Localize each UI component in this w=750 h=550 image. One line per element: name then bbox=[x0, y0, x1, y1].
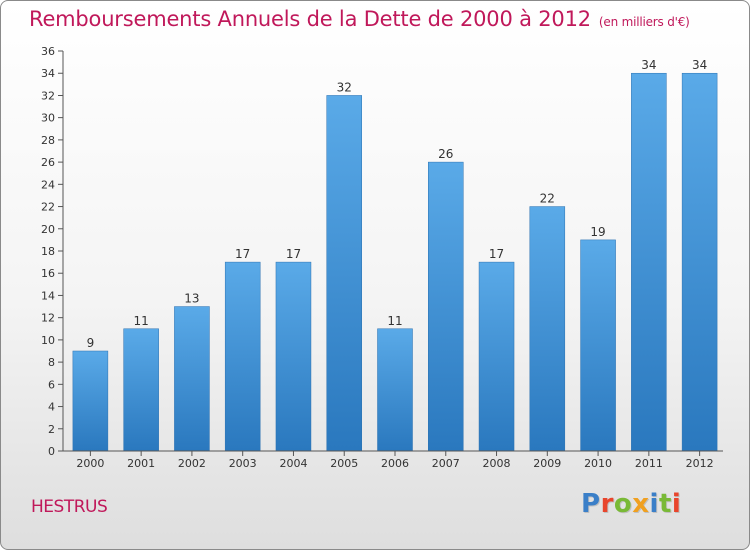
value-label-2012: 34 bbox=[692, 58, 707, 72]
value-label-2005: 32 bbox=[337, 80, 352, 94]
y-tick-label: 18 bbox=[41, 245, 55, 258]
logo-letter: t bbox=[658, 489, 672, 519]
x-tick-label-2000: 2000 bbox=[76, 457, 104, 470]
y-tick-label: 2 bbox=[48, 423, 55, 436]
logo-letter: o bbox=[613, 489, 633, 519]
bar-2006 bbox=[377, 328, 413, 452]
logo-letter: x bbox=[632, 489, 650, 519]
x-tick-label-2001: 2001 bbox=[127, 457, 155, 470]
y-tick-label: 32 bbox=[41, 89, 55, 102]
bar-2005 bbox=[326, 95, 362, 452]
y-tick-label: 34 bbox=[41, 67, 55, 80]
bar-2004 bbox=[275, 261, 312, 452]
bar-2003 bbox=[224, 261, 261, 452]
unit-label: (en milliers d'€) bbox=[598, 15, 690, 29]
y-tick-label: 16 bbox=[41, 267, 55, 280]
x-tick-label-2003: 2003 bbox=[229, 457, 257, 470]
y-tick-label: 8 bbox=[48, 356, 55, 369]
y-tick-label: 28 bbox=[41, 134, 55, 147]
bar-2011 bbox=[631, 72, 667, 452]
y-tick-label: 14 bbox=[41, 289, 55, 302]
value-label-2008: 17 bbox=[489, 247, 504, 261]
y-tick-label: 24 bbox=[41, 178, 55, 191]
y-tick-label: 30 bbox=[41, 112, 55, 125]
y-tick-label: 20 bbox=[41, 223, 55, 236]
x-tick-label-2010: 2010 bbox=[584, 457, 612, 470]
y-tick-label: 0 bbox=[48, 445, 55, 458]
bar-2009 bbox=[529, 206, 566, 452]
y-tick-label: 4 bbox=[48, 401, 55, 414]
value-label-2004: 17 bbox=[286, 247, 301, 261]
value-label-2010: 19 bbox=[590, 225, 605, 239]
bar-2002 bbox=[174, 306, 210, 452]
bar-2012 bbox=[681, 72, 718, 452]
value-label-2001: 11 bbox=[134, 314, 149, 328]
proxiti-logo: Proxiti bbox=[581, 489, 681, 519]
x-tick-label-2004: 2004 bbox=[279, 457, 307, 470]
x-tick-label-2009: 2009 bbox=[533, 457, 561, 470]
y-tick-label: 22 bbox=[41, 201, 55, 214]
logo-letter: P bbox=[581, 489, 601, 519]
value-label-2003: 17 bbox=[235, 247, 250, 261]
y-tick-label: 36 bbox=[41, 45, 55, 58]
value-label-2002: 13 bbox=[184, 292, 199, 306]
bar-2008 bbox=[478, 261, 515, 452]
x-tick-label-2012: 2012 bbox=[686, 457, 714, 470]
value-label-2000: 9 bbox=[87, 336, 95, 350]
city-name: HESTRUS bbox=[31, 497, 108, 517]
x-tick-label-2007: 2007 bbox=[432, 457, 460, 470]
y-tick-label: 12 bbox=[41, 312, 55, 325]
x-tick-label-2005: 2005 bbox=[330, 457, 358, 470]
value-label-2007: 26 bbox=[438, 147, 453, 161]
value-label-2011: 34 bbox=[641, 58, 656, 72]
logo-letter: i bbox=[671, 489, 682, 519]
x-tick-label-2011: 2011 bbox=[635, 457, 663, 470]
x-tick-label-2006: 2006 bbox=[381, 457, 409, 470]
value-label-2009: 22 bbox=[540, 192, 555, 206]
bar-2010 bbox=[580, 239, 616, 452]
chart-title: Remboursements Annuels de la Dette de 20… bbox=[29, 7, 690, 31]
bars-group: 9 11 13 17 17 32 11 26 17 22 19 34 34 bbox=[72, 58, 718, 452]
x-tick-label-2008: 2008 bbox=[483, 457, 511, 470]
value-label-2006: 11 bbox=[387, 314, 402, 328]
y-tick-label: 6 bbox=[48, 378, 55, 391]
chart-title-text: Remboursements Annuels de la Dette de 20… bbox=[29, 7, 591, 31]
bar-2000 bbox=[72, 350, 109, 452]
x-axis: 2000 2001 2002 2003 2004 2005 2006 2007 2008 2009… bbox=[63, 450, 723, 470]
y-tick-label: 26 bbox=[41, 156, 55, 169]
logo-letter: i bbox=[649, 489, 659, 519]
x-tick-label-2002: 2002 bbox=[178, 457, 206, 470]
logo-letter: r bbox=[600, 489, 614, 519]
y-tick-label: 10 bbox=[41, 334, 55, 347]
bar-2001 bbox=[123, 328, 159, 452]
bar-2007 bbox=[428, 161, 464, 452]
